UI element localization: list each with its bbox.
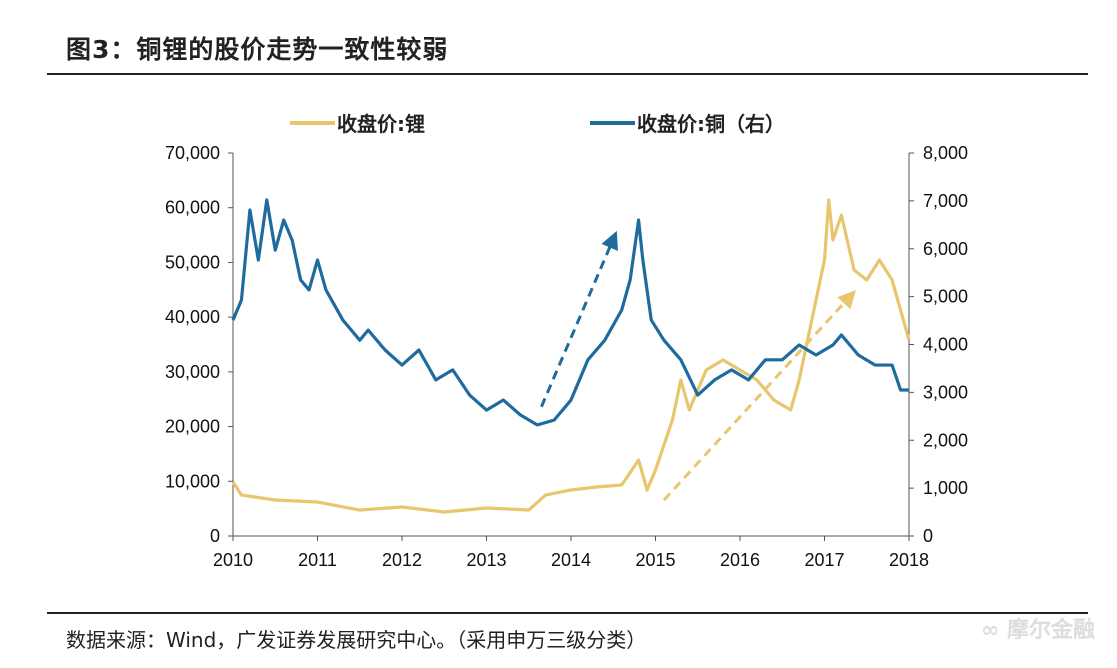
x-tick-label: 2011 — [298, 550, 337, 570]
series-line-lithium — [231, 198, 911, 514]
left-tick-label: 0 — [210, 526, 220, 546]
right-tick-label: 7,000 — [923, 191, 968, 211]
footer-divider — [47, 612, 1088, 614]
right-tick-label: 3,000 — [923, 382, 968, 402]
right-tick-label: 5,000 — [923, 287, 968, 307]
left-tick-label: 70,000 — [165, 143, 220, 163]
left-tick-label: 10,000 — [165, 471, 220, 491]
right-tick-label: 8,000 — [923, 143, 968, 163]
x-tick-label: 2017 — [804, 550, 844, 570]
x-tick-label: 2012 — [382, 550, 422, 570]
x-tick-label: 2013 — [466, 550, 506, 570]
left-tick-label: 20,000 — [165, 417, 220, 437]
x-tick-label: 2018 — [889, 550, 929, 570]
source-note: 数据来源：Wind，广发证券发展研究中心。（采用申万三级分类） — [66, 628, 647, 652]
trend-arrow — [662, 289, 856, 502]
x-tick-label: 2010 — [213, 550, 253, 570]
right-tick-label: 0 — [923, 526, 933, 546]
x-tick-label: 2016 — [720, 550, 760, 570]
left-tick-label: 60,000 — [165, 198, 220, 218]
left-tick-label: 30,000 — [165, 362, 220, 382]
left-tick-label: 50,000 — [165, 252, 220, 272]
right-tick-label: 4,000 — [923, 335, 968, 355]
right-tick-label: 2,000 — [923, 430, 968, 450]
x-tick-label: 2014 — [551, 550, 591, 570]
watermark: ∞ 摩尔金融 — [980, 618, 1095, 643]
legend-label: 收盘价:锂 — [337, 112, 425, 136]
figure-title: 图3：铜锂的股价走势一致性较弱 — [66, 35, 449, 64]
right-tick-label: 6,000 — [923, 239, 968, 259]
legend-label: 收盘价:铜（右） — [637, 112, 785, 136]
left-tick-label: 40,000 — [165, 307, 220, 327]
x-tick-label: 2015 — [635, 550, 675, 570]
right-tick-label: 1,000 — [923, 478, 968, 498]
title-divider — [47, 73, 1088, 75]
trend-arrow — [540, 230, 618, 408]
series-line-copper — [231, 198, 909, 427]
